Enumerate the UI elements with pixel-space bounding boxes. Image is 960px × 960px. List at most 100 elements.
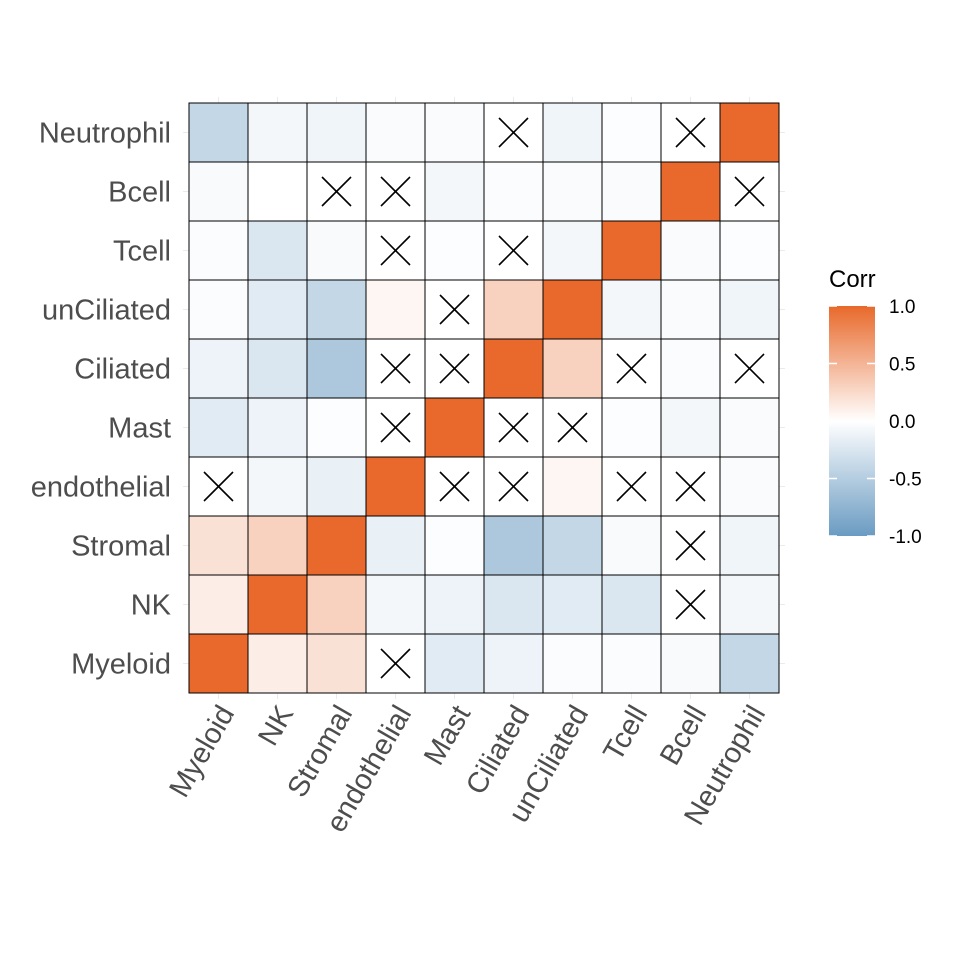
y-tick-label: NK [131, 590, 172, 622]
heatmap-cell [306, 515, 367, 576]
heatmap-cell [424, 102, 485, 163]
heatmap-cell [601, 161, 662, 222]
heatmap-cell [719, 633, 780, 694]
legend: Corr 1.0 0.5 0.0 -0.5 -1.0 [829, 266, 922, 548]
heatmap-cell [188, 102, 249, 163]
heatmap-cell [424, 220, 485, 281]
cross-mark [498, 412, 529, 443]
heatmap-cell [247, 338, 308, 399]
cross-stroke [498, 235, 529, 266]
heatmap-cell [306, 102, 367, 163]
heatmap-cell [542, 515, 603, 576]
cross-stroke [734, 176, 765, 207]
cross-mark [439, 353, 470, 384]
cross-mark [380, 176, 411, 207]
heatmap-cell [660, 633, 721, 694]
cross-mark [616, 471, 647, 502]
x-tick-label: Myeloid [164, 700, 242, 803]
heatmap-cell [424, 574, 485, 635]
y-tick-label: Mast [108, 413, 171, 445]
heatmap-cell [483, 574, 544, 635]
legend-tick-label: -0.5 [889, 470, 922, 491]
y-tick-label: Stromal [71, 531, 171, 563]
cross-stroke [675, 117, 706, 148]
heatmap-cell [306, 279, 367, 340]
heatmap-cell [188, 338, 249, 399]
heatmap-cell [188, 161, 249, 222]
heatmap-cell [660, 279, 721, 340]
heatmap-cell [660, 220, 721, 281]
cross-stroke [734, 353, 765, 384]
cross-stroke [675, 471, 706, 502]
heatmap-cell [247, 456, 308, 517]
heatmap-cell [365, 456, 426, 517]
heatmap-cell [365, 279, 426, 340]
legend-title: Corr [829, 266, 876, 293]
cross-stroke [380, 353, 411, 384]
heatmap-cell [542, 161, 603, 222]
heatmap-cell [188, 515, 249, 576]
heatmap-cell [601, 633, 662, 694]
heatmap-cell [719, 279, 780, 340]
cross-mark [380, 648, 411, 679]
heatmap-cell [660, 161, 721, 222]
cross-stroke [439, 353, 470, 384]
cross-stroke [439, 471, 470, 502]
heatmap-cell [306, 338, 367, 399]
cross-mark [439, 294, 470, 325]
heatmap-cell [483, 161, 544, 222]
cross-stroke [439, 294, 470, 325]
cross-mark [557, 412, 588, 443]
cross-mark [734, 353, 765, 384]
heatmap-cell [365, 102, 426, 163]
heatmap-cell [306, 633, 367, 694]
heatmap-cell [483, 279, 544, 340]
cross-stroke [498, 117, 529, 148]
cross-mark [380, 353, 411, 384]
cross-stroke [675, 530, 706, 561]
legend-tick-label: -1.0 [889, 527, 922, 548]
legend-ticks: 1.0 0.5 0.0 -0.5 -1.0 [829, 297, 922, 548]
heatmap-cell [483, 338, 544, 399]
heatmap-cell [306, 397, 367, 458]
heatmap-cell [188, 574, 249, 635]
x-tick-label: Mast [418, 700, 477, 770]
heatmap-cell [424, 161, 485, 222]
heatmap-cell [601, 515, 662, 576]
heatmap-cell [542, 279, 603, 340]
y-tick-label: unCiliated [42, 295, 171, 327]
heatmap-cell [424, 397, 485, 458]
cross-stroke [675, 589, 706, 620]
heatmap-cell [188, 397, 249, 458]
heatmap-cell [188, 633, 249, 694]
heatmap-cell [188, 279, 249, 340]
heatmap-cell [247, 397, 308, 458]
cross-mark [203, 471, 234, 502]
heatmap-cell [306, 574, 367, 635]
cross-mark [439, 471, 470, 502]
y-tick-label: Myeloid [71, 649, 171, 681]
x-tick-label: Bcell [654, 700, 713, 770]
cross-stroke [321, 176, 352, 207]
heatmap-cell [601, 574, 662, 635]
heatmap-cell [247, 102, 308, 163]
heatmap-cell [365, 515, 426, 576]
heatmap-cell [719, 574, 780, 635]
heatmap-cell [247, 220, 308, 281]
heatmap-cell [247, 633, 308, 694]
heatmap-cell [306, 456, 367, 517]
cross-mark [498, 117, 529, 148]
heatmap-cell [719, 515, 780, 576]
cross-stroke [557, 412, 588, 443]
heatmap-cell [424, 633, 485, 694]
legend-tick-label: 1.0 [889, 297, 915, 318]
cross-mark [616, 353, 647, 384]
heatmap-cell [660, 338, 721, 399]
heatmap-cell [483, 633, 544, 694]
legend-tick-label: 0.5 [889, 355, 915, 376]
heatmap-cell [601, 397, 662, 458]
heatmap-cell [365, 574, 426, 635]
legend-tick-label: 0.0 [889, 412, 915, 433]
cross-stroke [380, 235, 411, 266]
